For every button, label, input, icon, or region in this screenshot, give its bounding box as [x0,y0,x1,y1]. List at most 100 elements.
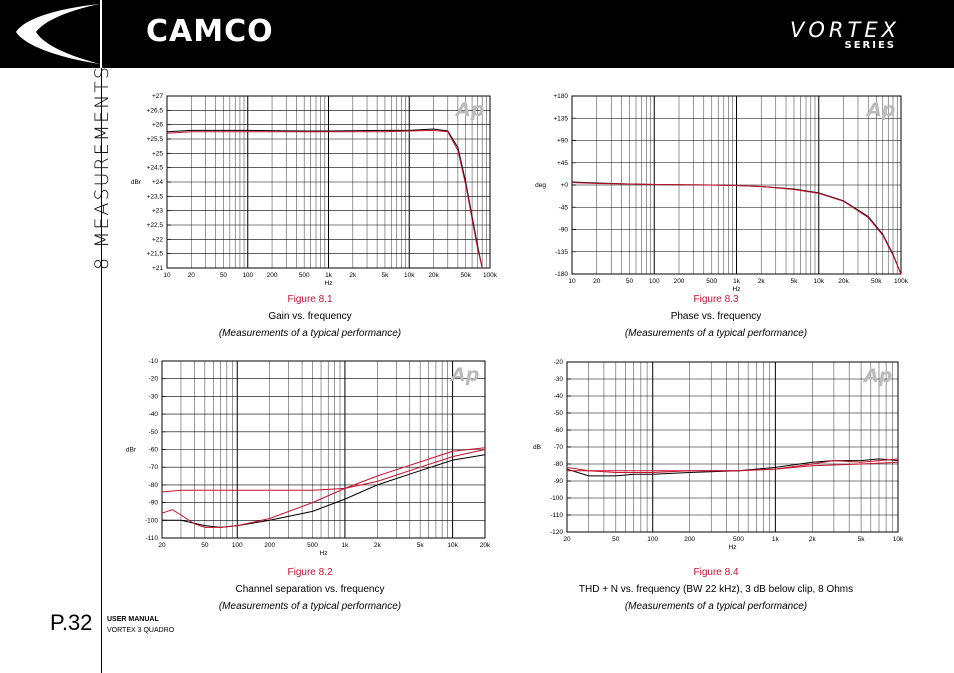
figure-number: Figure 8.1 [287,294,333,305]
x-tick-label: 2k [349,272,357,279]
figure-number: Figure 8.2 [287,567,333,578]
x-tick-label: 100 [647,536,658,543]
x-axis-label: Hz [320,550,328,557]
x-tick-label: 200 [267,272,278,279]
plot-frame [571,95,902,275]
figure-channel-separation: -10 -20 -30 -40 -50 -60 -70 -80 -90 -100 -110 20 50 1… [120,355,500,565]
x-tick-label: 10k [814,278,825,285]
y-tick-label: -120 [550,529,563,536]
section-title: 8 MEASUREMENTS [91,65,113,270]
figure-title: Phase vs. frequency [670,311,762,322]
y-tick-label: +0 [561,182,569,189]
y-tick-label: -80 [149,482,159,489]
figure-title: Channel separation vs. frequency [235,584,385,595]
x-axis-label: Hz [733,286,741,293]
x-tick-label: 2k [758,278,766,285]
x-tick-label: 20 [563,536,571,543]
x-tick-label: 500 [299,272,310,279]
y-tick-label: -135 [555,249,568,256]
y-tick-label: -180 [555,271,568,278]
y-tick-label: -20 [554,359,564,366]
y-axis-label: deg [535,182,546,189]
series-subtitle: SERIES [844,40,896,51]
header-bar: CAMCO VORTEX SERIES [0,0,954,68]
y-axis-label: dB [533,444,541,451]
figure-title: Gain vs. frequency [268,311,352,322]
ap-logo-text: Ap [449,364,479,386]
x-tick-label: 100 [649,278,660,285]
y-tick-label: -10 [149,358,159,365]
figure-number: Figure 8.3 [693,294,739,305]
y-tick-label: -30 [554,376,564,383]
series-line [571,182,902,275]
y-axis-label: dBr [131,179,142,186]
ap-logo-text: Ap [862,365,892,387]
ap-logo: Ap [449,364,479,386]
page-number: P.32 [50,610,93,635]
y-tick-label: -30 [149,393,159,400]
x-tick-label: 200 [684,536,695,543]
x-tick-label: 10k [893,536,904,543]
series-line [162,454,486,528]
y-tick-label: -60 [554,427,564,434]
x-tick-label: 500 [733,536,744,543]
y-tick-label: -100 [145,517,158,524]
y-tick-label: -110 [145,535,158,542]
series-line [161,447,486,528]
x-axis-label: Hz [325,280,333,287]
x-tick-label: 20k [428,272,439,279]
caption-gain: Figure 8.1 Gain vs. frequency (Measureme… [160,294,460,339]
x-tick-label: 1k [325,272,333,279]
y-tick-label: +25 [152,150,163,157]
x-tick-label: 200 [264,542,275,549]
x-tick-label: 50 [612,536,620,543]
camco-swoosh-logo [16,0,102,68]
figure-note: (Measurements of a typical performance) [218,328,402,339]
x-tick-label: 10k [404,272,415,279]
figure-note: (Measurements of a typical performance) [624,328,808,339]
x-tick-label: 50k [871,278,882,285]
x-tick-label: 100 [232,542,243,549]
y-tick-label: +26,5 [147,107,164,114]
x-tick-label: 1k [733,278,741,285]
x-tick-label: 50 [220,272,228,279]
y-tick-label: -70 [149,464,159,471]
y-tick-label: -40 [554,393,564,400]
caption-phase: Figure 8.3 Phase vs. frequency (Measurem… [566,294,866,339]
figure-phase: +180 +135 +90 +45 +0 -45 -90 -135 -180 10 20 50 100 2… [530,88,910,298]
x-tick-label: 5k [858,536,866,543]
series-line [567,461,899,472]
x-tick-label: 20 [593,278,601,285]
y-tick-label: -20 [149,376,159,383]
x-tick-label: 10k [447,542,458,549]
y-tick-label: +22,5 [147,222,164,229]
x-tick-label: 50 [626,278,634,285]
caption-thd: Figure 8.4 THD + N vs. frequency (BW 22 … [566,567,866,612]
x-tick-label: 20 [158,542,166,549]
caption-channel-separation: Figure 8.2 Channel separation vs. freque… [160,567,460,612]
x-tick-label: 2k [374,542,382,549]
y-tick-label: +180 [553,93,568,100]
plot-frame [166,95,491,269]
figure-thd: -20 -30 -40 -50 -60 -70 -80 -90 -100 -110 -120 20 50… [530,355,910,565]
x-tick-label: 10 [568,278,576,285]
y-tick-label: +25,5 [147,136,164,143]
x-tick-label: 1k [341,542,349,549]
series-line [166,128,483,269]
ap-logo-text: Ap [865,99,895,121]
y-tick-label: -70 [554,444,564,451]
gain-chart: +27 +26,5 +26 +25,5 +25 +24,5 +24 +23,5 +23 +22,5… [131,93,498,287]
x-tick-label: 200 [674,278,685,285]
ap-logo: Ap [454,99,484,121]
y-tick-label: +90 [557,138,568,145]
y-tick-label: -90 [554,478,564,485]
y-tick-label: +21 [152,265,163,272]
series-line [166,129,483,269]
figure-note: (Measurements of a typical performance) [624,601,808,612]
x-tick-label: 10 [163,272,171,279]
y-tick-label: +23 [152,208,163,215]
x-tick-label: 100k [483,272,498,279]
